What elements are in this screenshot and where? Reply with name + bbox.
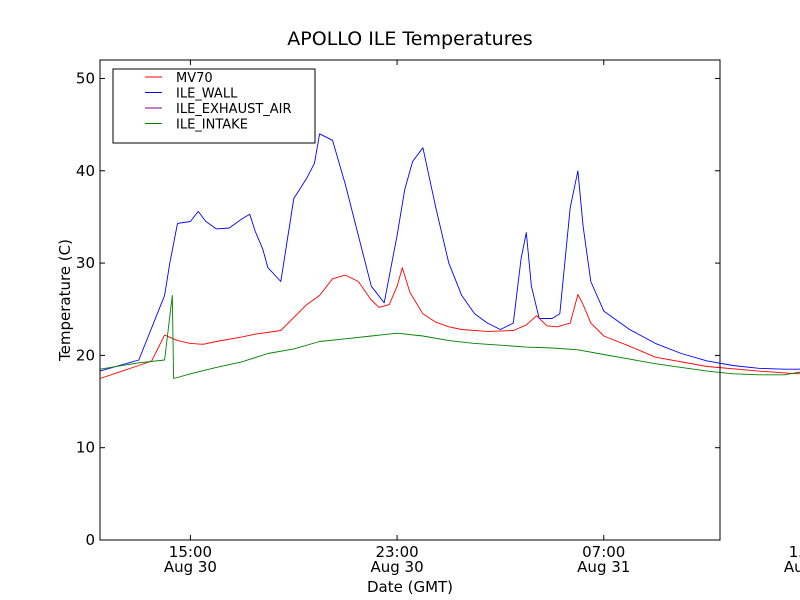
series-layer [99,133,800,379]
y-tick-label: 30 [76,254,95,272]
x-axis-label: Date (GMT) [367,578,453,596]
legend-label: ILE_EXHAUST_AIR [176,102,292,117]
y-tick-label: 0 [85,531,95,549]
legend-box [112,68,316,144]
legend-label: ILE_WALL [176,87,238,102]
x-tick-label-date: Aug 30 [164,558,217,576]
x-tick-label-date: Aug 30 [371,558,424,576]
x-tick-label-time: 23:00 [375,543,418,561]
x-tick-label-time: 07:00 [582,543,625,561]
y-axis-ticks: 0 10 20 30 40 50 [76,69,720,549]
chart-title: APOLLO ILE Temperatures [287,28,532,50]
legend-label: MV70 [176,71,213,86]
legend-label: ILE_INTAKE [176,118,248,133]
series-line-mv70 [99,267,800,379]
y-tick-label: 50 [76,69,95,87]
x-tick-label-time: 15:00 [789,543,800,561]
y-tick-label: 40 [76,162,95,180]
y-tick-label: 10 [76,439,95,457]
y-axis-label: Temperature (C) [56,239,74,362]
y-tick-label: 20 [76,346,95,364]
plot-area-frame [99,59,721,541]
series-line-ile-wall [99,133,800,372]
x-tick-label-time: 15:00 [169,543,212,561]
series-line-ile-intake [99,294,800,379]
x-tick-label-date: Aug 31 [784,558,800,576]
x-tick-label-date: Aug 31 [577,558,630,576]
